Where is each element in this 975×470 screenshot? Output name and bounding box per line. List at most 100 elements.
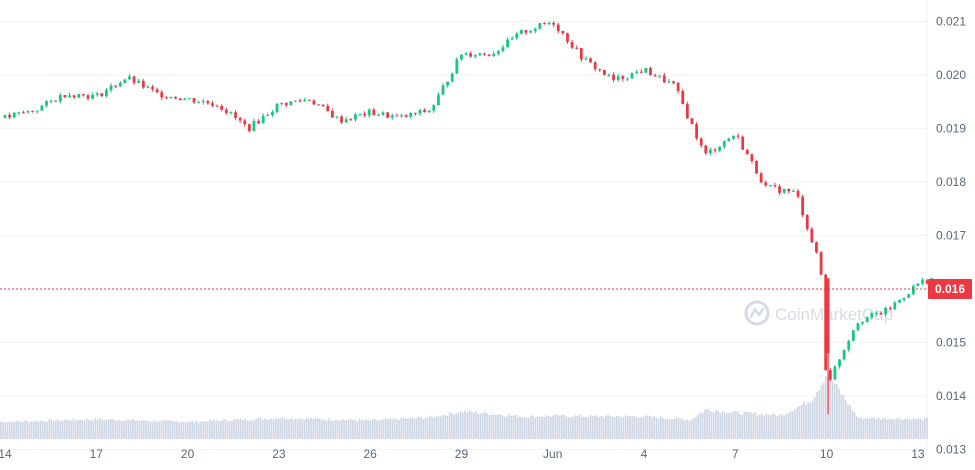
candle-body — [211, 103, 214, 106]
candle-body — [870, 313, 874, 318]
volume-bar — [765, 413, 768, 439]
volume-bar — [739, 414, 741, 439]
volume-bar — [347, 419, 350, 439]
volume-bar — [182, 422, 185, 439]
volume-bar — [715, 410, 717, 439]
volume-bar — [105, 419, 108, 439]
coinmarketcap-logo-icon — [744, 300, 770, 326]
candle — [515, 31, 519, 40]
volume-bar — [622, 416, 625, 439]
volume-bar — [558, 416, 561, 439]
candle-body — [925, 280, 929, 284]
volume-bar — [563, 415, 565, 439]
candle — [418, 108, 422, 116]
candle-body — [778, 186, 781, 193]
candle-body — [667, 81, 671, 83]
candle — [902, 297, 906, 303]
volume-bar — [165, 420, 167, 439]
candle-body — [575, 47, 579, 49]
volume-bar — [380, 419, 383, 439]
volume-bar — [246, 420, 249, 439]
candle — [340, 114, 343, 125]
volume-bar — [187, 422, 189, 439]
candle — [201, 98, 205, 105]
volume-bar — [50, 419, 53, 439]
volume-bar — [244, 418, 246, 439]
candle — [510, 36, 514, 40]
volume-bar — [730, 412, 733, 439]
volume-bar — [532, 415, 535, 439]
candle — [519, 29, 523, 36]
candle-body — [616, 76, 620, 80]
candle-body — [496, 51, 500, 54]
candle — [759, 171, 763, 184]
volume-bar — [651, 417, 653, 439]
volume-bar — [404, 418, 407, 439]
volume-bar — [737, 411, 739, 439]
candle — [911, 284, 915, 296]
candle-body — [427, 110, 431, 112]
candle — [81, 93, 85, 97]
candle — [72, 94, 76, 100]
volume-bar — [28, 422, 31, 439]
volume-bar — [785, 413, 788, 439]
candle-body — [805, 215, 809, 230]
volume-bar — [580, 416, 583, 439]
volume-bar — [457, 413, 460, 439]
x-tick-label: 10 — [820, 447, 834, 461]
candle — [252, 118, 256, 132]
candle-body — [146, 86, 150, 88]
candle — [335, 116, 339, 119]
volume-bar — [776, 416, 779, 439]
candle-body — [556, 24, 560, 31]
volume-bar — [299, 418, 301, 439]
candle-body — [192, 98, 196, 103]
volume-bar — [237, 419, 240, 439]
volume-bar — [596, 415, 598, 439]
candle — [602, 69, 606, 76]
candle-body — [423, 109, 426, 112]
candle-body — [432, 105, 436, 111]
candle — [492, 51, 496, 58]
candle-body — [289, 101, 293, 106]
candle-body — [584, 58, 588, 60]
volume-bar — [420, 417, 422, 439]
candle-body — [45, 101, 48, 106]
volume-bar — [723, 412, 726, 439]
volume-bar — [649, 415, 651, 439]
volume-bar — [77, 420, 79, 439]
candle-body — [589, 58, 592, 63]
candle — [54, 100, 58, 102]
candle — [174, 96, 177, 100]
volume-bar — [0, 421, 2, 439]
candle-body — [349, 119, 353, 121]
volume-bar — [635, 416, 638, 439]
candle — [690, 117, 694, 125]
volume-bar — [92, 420, 95, 439]
volume-bar — [325, 420, 328, 439]
candle — [146, 85, 150, 89]
grid-layer — [0, 0, 928, 465]
volume-bar — [646, 415, 649, 439]
x-tick-label: 4 — [641, 447, 648, 461]
candle — [469, 51, 473, 58]
volume-bar — [2, 421, 4, 439]
volume-bar — [576, 415, 579, 439]
candle — [354, 112, 357, 122]
candle-body — [681, 90, 685, 105]
volume-bar — [754, 412, 757, 439]
volume-bar — [479, 413, 482, 439]
candle — [699, 137, 703, 148]
volume-bar — [70, 420, 73, 439]
volume-bar — [224, 419, 227, 439]
volume-bar — [206, 422, 209, 439]
candle — [137, 78, 141, 84]
volume-bar — [156, 421, 158, 439]
candle-body — [335, 116, 339, 118]
candle-body — [833, 366, 837, 380]
candle-body — [727, 138, 731, 142]
candle-body — [515, 33, 519, 38]
volume-bar — [662, 418, 664, 439]
candle — [450, 72, 454, 83]
volume-bar — [677, 418, 680, 439]
